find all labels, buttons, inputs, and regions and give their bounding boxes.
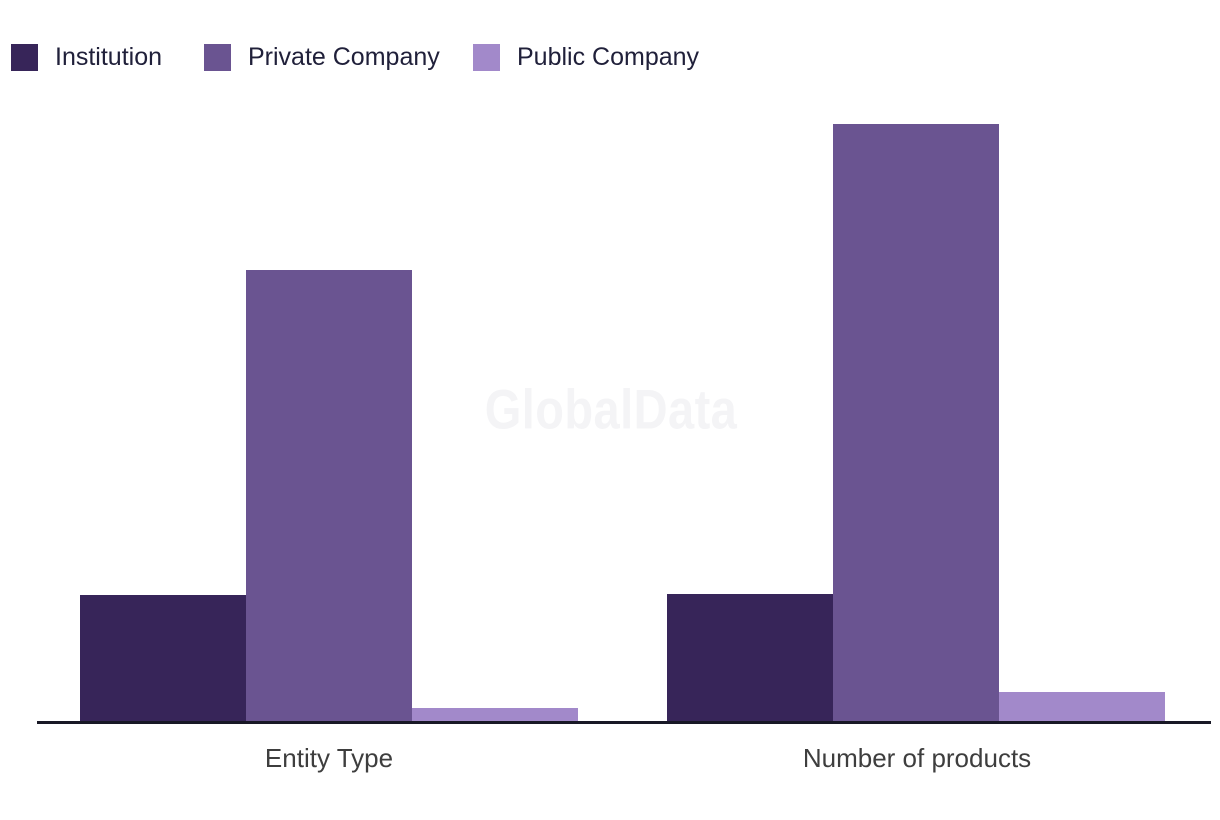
legend-swatch-public-company-icon <box>473 43 500 71</box>
legend-item-institution[interactable]: Institution <box>11 43 162 71</box>
legend-item-private-company[interactable]: Private Company <box>204 43 440 71</box>
legend-item-public-company[interactable]: Public Company <box>473 43 699 71</box>
legend-swatch-institution-icon <box>11 43 38 71</box>
bar-entity-type-private-company[interactable] <box>246 270 412 722</box>
legend-label-public-company: Public Company <box>517 43 700 71</box>
bar-entity-type-institution[interactable] <box>80 595 246 722</box>
x-axis-label-entity-type: Entity Type <box>264 743 394 773</box>
legend-label-private-company: Private Company <box>248 43 440 71</box>
bar-entity-type-public-company[interactable] <box>412 708 578 722</box>
x-axis-line <box>37 721 1211 724</box>
legend-label-institution: Institution <box>55 43 163 71</box>
bar-number-of-products-institution[interactable] <box>667 594 833 722</box>
bar-number-of-products-private-company[interactable] <box>833 124 999 722</box>
legend-swatch-private-company-icon <box>204 43 231 71</box>
globaldata-watermark: GlobalData <box>484 377 738 441</box>
x-axis-label-number-of-products: Number of products <box>802 743 1032 773</box>
bar-number-of-products-public-company[interactable] <box>999 692 1165 722</box>
